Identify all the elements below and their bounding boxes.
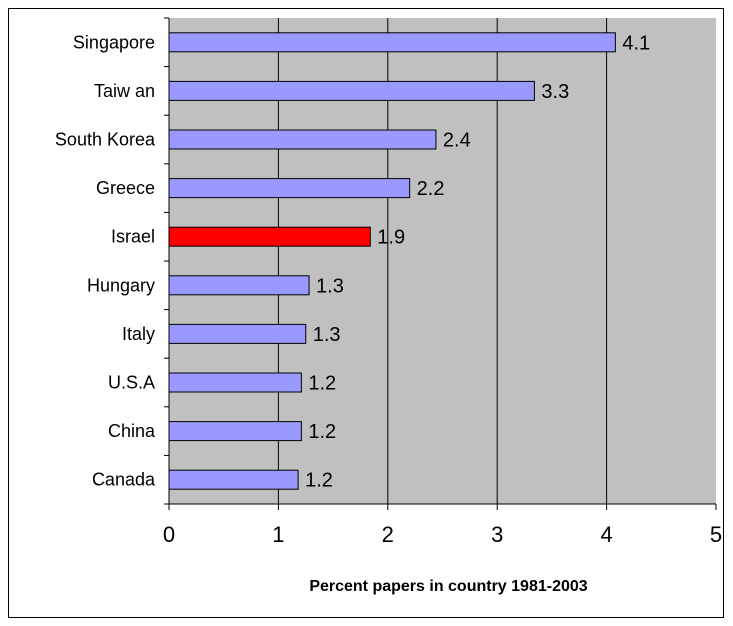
bar-south-korea xyxy=(168,129,437,150)
category-label: Hungary xyxy=(87,275,155,295)
x-tick-label: 4 xyxy=(600,522,612,547)
bar-israel xyxy=(168,226,371,247)
x-axis-title: Percent papers in country 1981-2003 xyxy=(309,578,587,595)
x-tick-label: 1 xyxy=(272,522,284,547)
bar-greece xyxy=(168,178,411,199)
bar-china xyxy=(168,421,302,442)
x-tick-label: 5 xyxy=(710,522,722,547)
x-tick-label: 2 xyxy=(382,522,394,547)
data-label: 3.3 xyxy=(541,81,569,103)
data-label: 1.2 xyxy=(305,470,333,492)
data-label: 2.2 xyxy=(417,178,445,200)
data-label: 1.2 xyxy=(308,421,336,443)
bar-italy xyxy=(168,323,307,344)
x-tick-label: 3 xyxy=(491,522,503,547)
data-label: 1.3 xyxy=(313,324,341,346)
category-label: U.S.A xyxy=(108,373,155,393)
bar-canada xyxy=(168,469,299,490)
bar-u-s-a xyxy=(168,372,302,393)
category-label: Israel xyxy=(111,227,155,247)
x-tick-label: 0 xyxy=(163,522,175,547)
axes xyxy=(164,17,717,510)
bar-singapore xyxy=(168,32,616,53)
category-label: Italy xyxy=(122,324,155,344)
data-label: 1.9 xyxy=(377,227,405,249)
category-label: China xyxy=(108,421,156,441)
bar-hungary xyxy=(168,275,310,296)
category-label: Canada xyxy=(92,470,156,490)
category-label: Singapore xyxy=(73,32,155,52)
category-label: South Korea xyxy=(55,130,156,150)
data-label: 2.4 xyxy=(443,130,471,152)
category-label: Greece xyxy=(96,178,155,198)
labels: 0 1 2 3 4 5 Singapore 4.1 Taiw an 3.3 South Korea 2… xyxy=(55,32,722,547)
category-label: Taiw an xyxy=(94,81,155,101)
bars xyxy=(168,32,616,490)
data-label: 4.1 xyxy=(622,32,650,54)
bar-taiw-an xyxy=(168,80,535,101)
data-label: 1.2 xyxy=(308,373,336,395)
data-label: 1.3 xyxy=(316,275,344,297)
